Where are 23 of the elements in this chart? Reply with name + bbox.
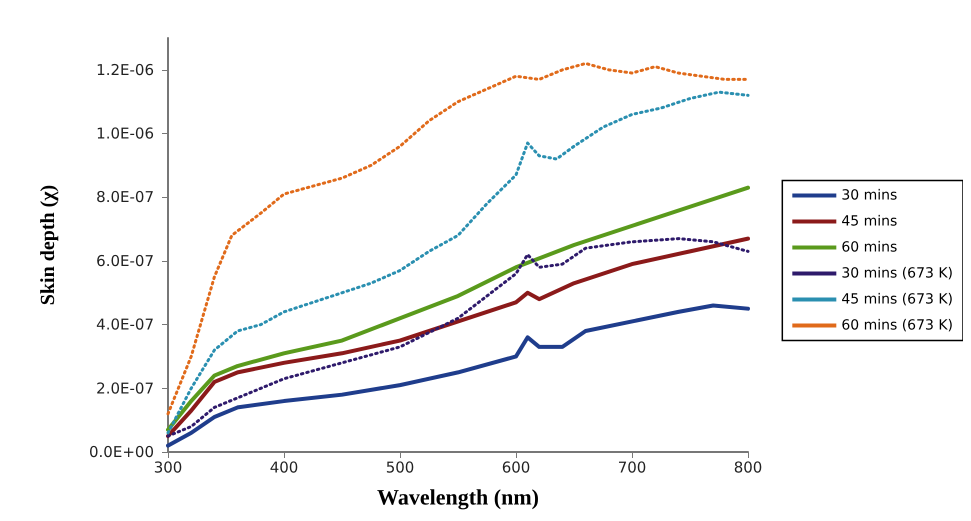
line-series: [166, 186, 750, 432]
legend-label: 30 mins: [841, 188, 898, 204]
x-tick-label: 600: [502, 458, 530, 476]
legend-label: 60 mins (673 K): [841, 318, 953, 334]
y-tick-label: 1.2E-06: [96, 60, 154, 79]
y-axis-title: Skin depth (χ): [37, 184, 59, 306]
line-series: [166, 304, 750, 448]
x-axis-title: Wavelength (nm): [377, 484, 539, 510]
x-tick-label: 400: [270, 458, 298, 476]
legend-label: 45 mins: [841, 214, 898, 230]
y-tick-label: 0.0E+00: [89, 443, 154, 461]
y-tick-label: 8.0E-07: [96, 188, 154, 206]
x-tick-label: 800: [734, 458, 762, 476]
x-tick-label: 500: [386, 458, 414, 476]
legend-label: 30 mins (673 K): [841, 266, 953, 282]
y-tick-label: 1.0E-06: [96, 124, 154, 143]
legend-label: 60 mins: [841, 240, 898, 256]
y-tick-label: 4.0E-07: [96, 316, 154, 334]
x-tick-label: 700: [618, 458, 646, 476]
y-tick-label: 2.0E-07: [96, 379, 154, 398]
y-tick-label: 6.0E-07: [96, 252, 154, 270]
x-tick-label: 300: [154, 458, 182, 476]
legend-label: 45 mins (673 K): [841, 292, 953, 308]
